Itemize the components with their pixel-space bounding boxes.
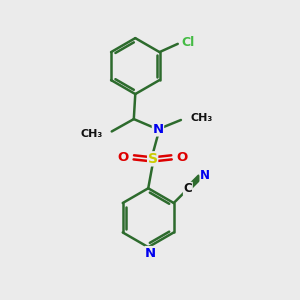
Text: O: O [176, 151, 188, 164]
Text: CH₃: CH₃ [80, 129, 102, 139]
Text: S: S [148, 152, 158, 166]
Text: C: C [184, 182, 192, 195]
Text: O: O [118, 151, 129, 164]
Text: N: N [152, 123, 164, 136]
Text: N: N [145, 247, 156, 260]
Text: Cl: Cl [182, 36, 195, 49]
Text: N: N [200, 169, 210, 182]
Text: CH₃: CH₃ [190, 112, 213, 123]
